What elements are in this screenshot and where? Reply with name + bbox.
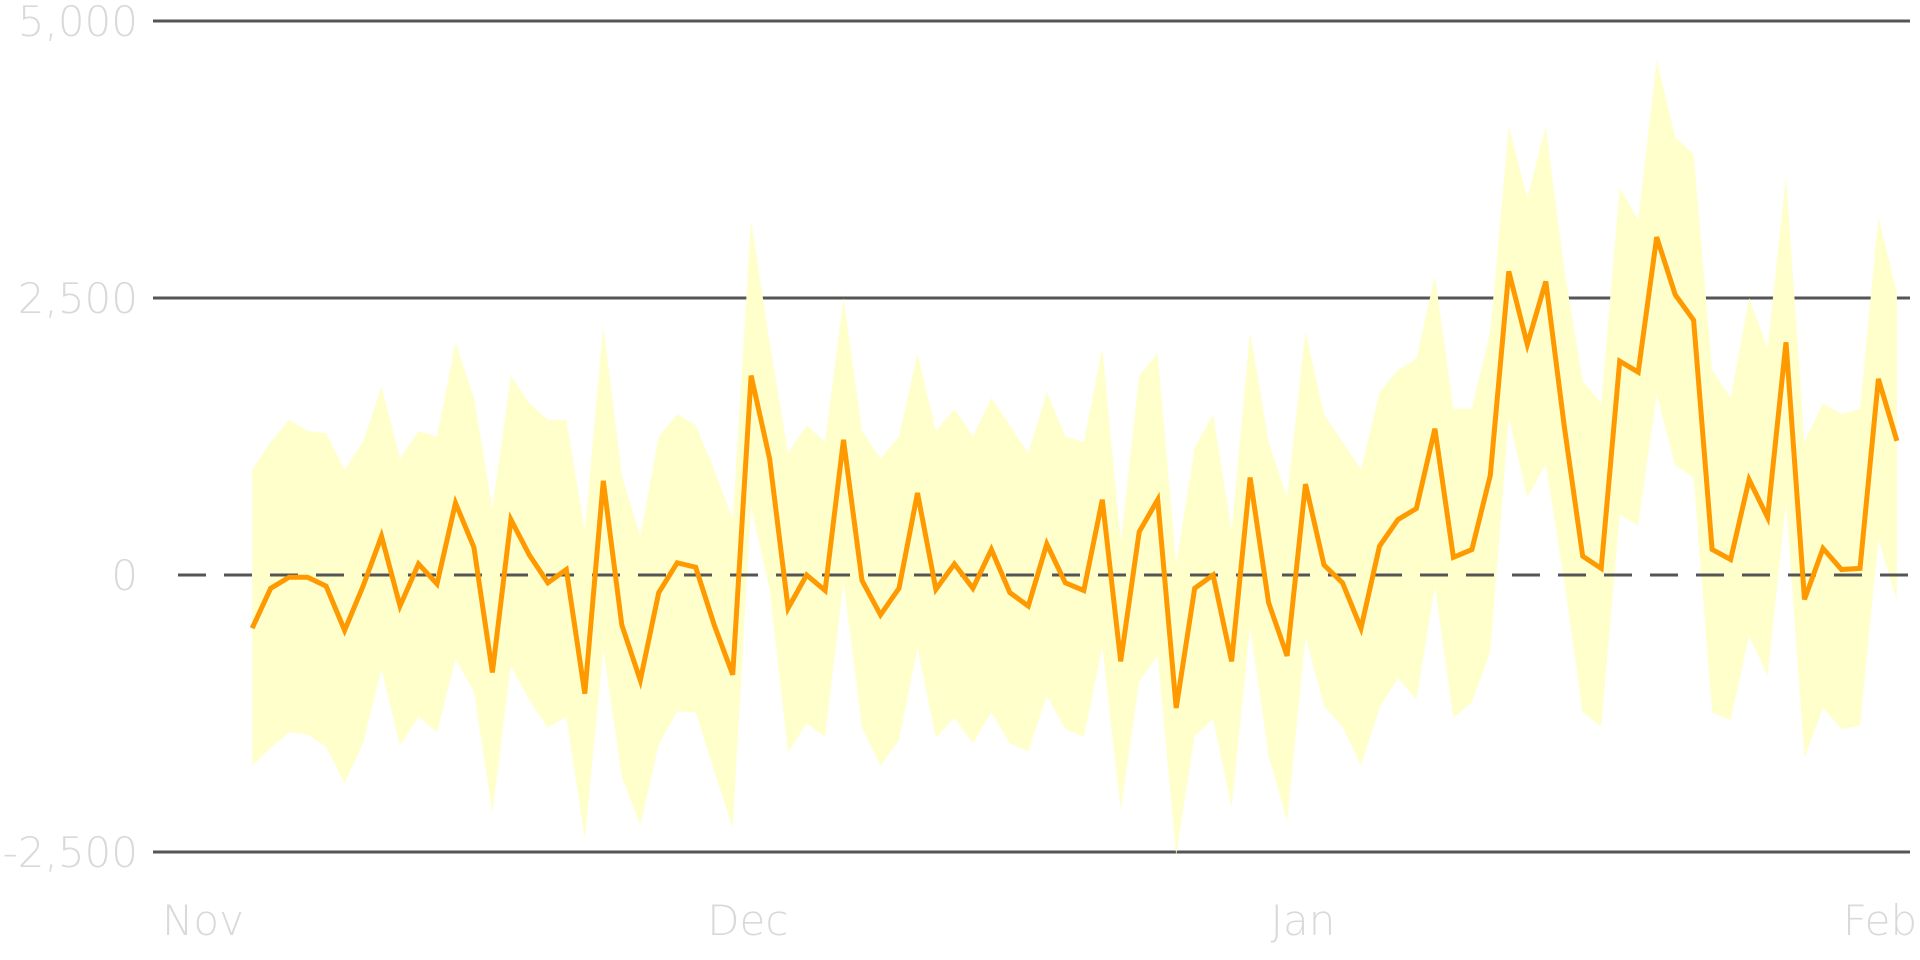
x-tick-label: Nov — [162, 896, 244, 945]
x-tick-label: Feb — [1843, 896, 1917, 945]
range-band — [252, 59, 1897, 856]
y-tick-label: -2,500 — [3, 828, 138, 877]
y-tick-label: 0 — [111, 551, 138, 600]
series-line — [249, 236, 1900, 709]
series-line-path — [249, 236, 1900, 709]
x-axis-tick-labels: Nov Dec Jan Feb — [162, 896, 1917, 945]
range-band-area — [252, 59, 1897, 856]
x-tick-label: Dec — [707, 896, 788, 945]
x-tick-label: Jan — [1271, 896, 1336, 945]
y-tick-label: 2,500 — [18, 274, 138, 323]
y-axis-tick-labels: 5,000 2,500 0 -2,500 — [3, 0, 138, 877]
y-tick-label: 5,000 — [18, 0, 138, 46]
